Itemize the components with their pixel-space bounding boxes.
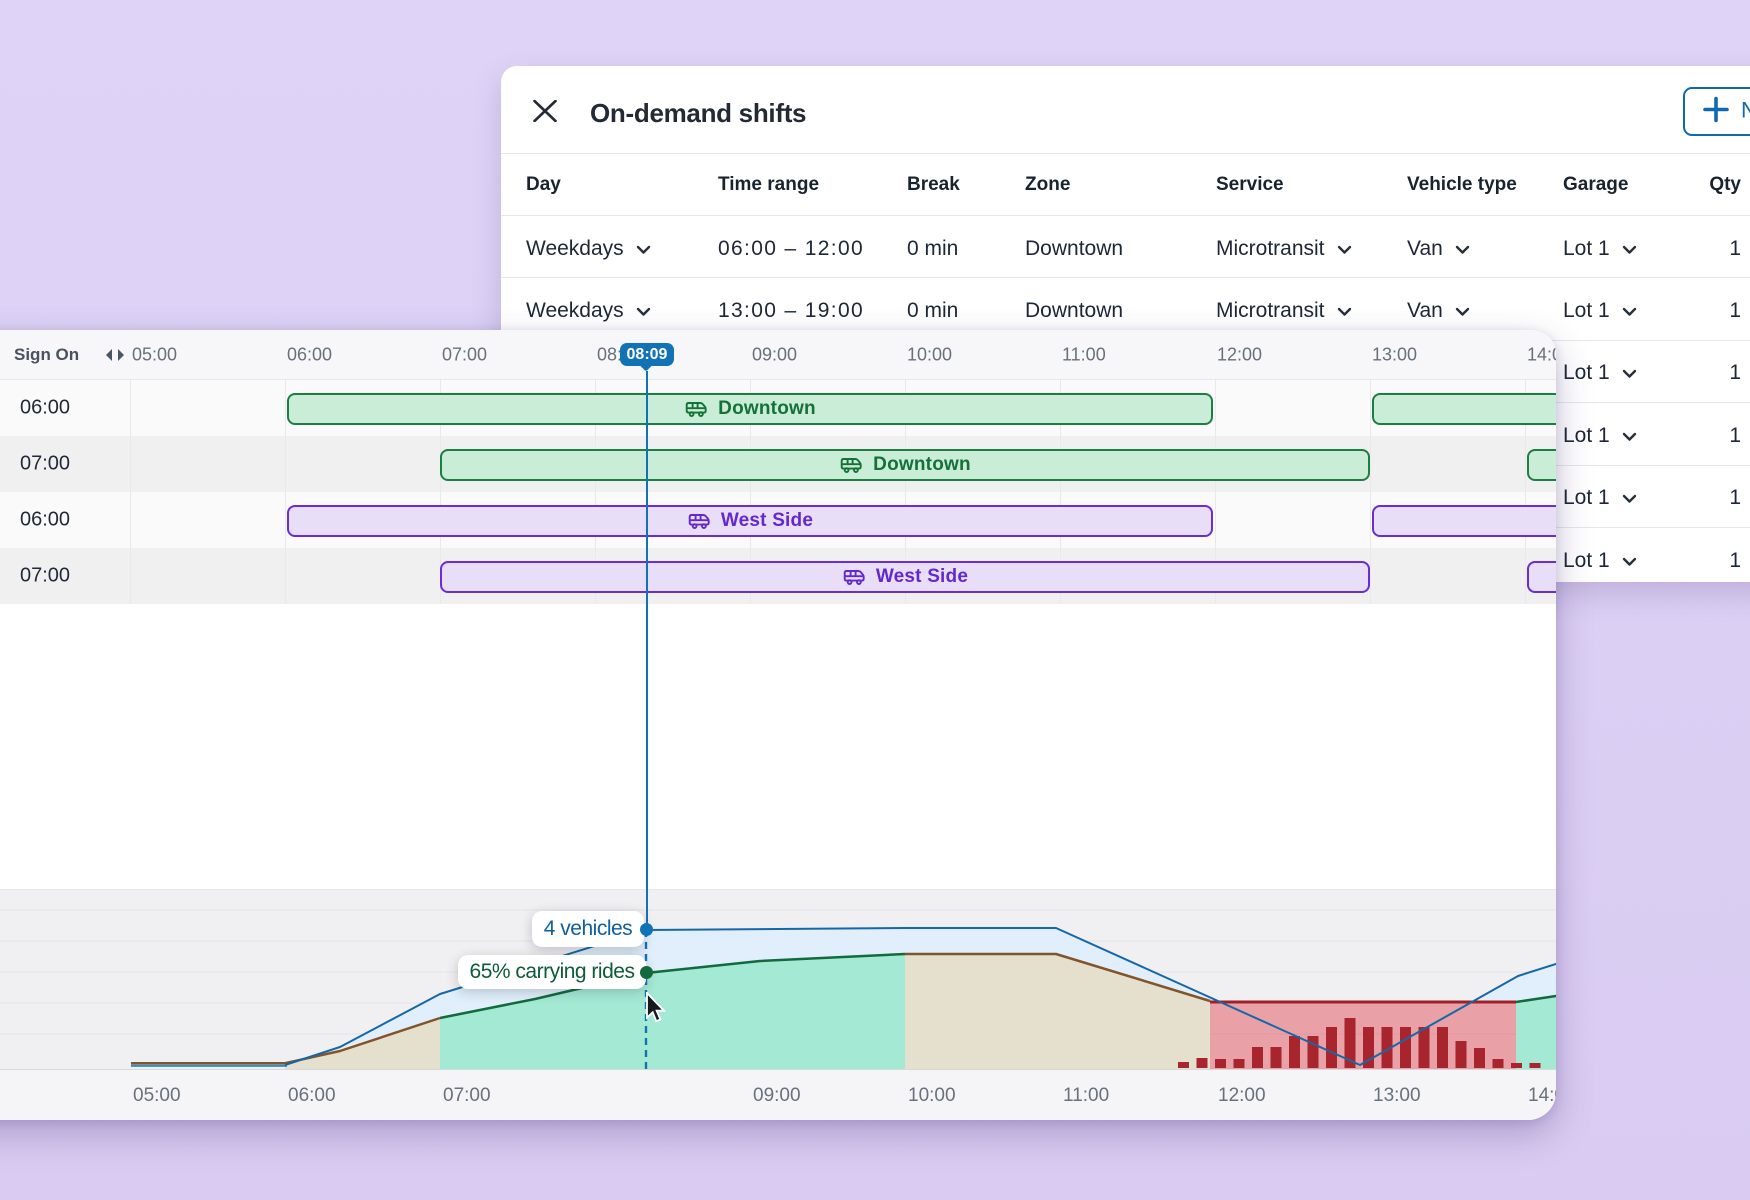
svg-text:New: New <box>1741 98 1750 123</box>
